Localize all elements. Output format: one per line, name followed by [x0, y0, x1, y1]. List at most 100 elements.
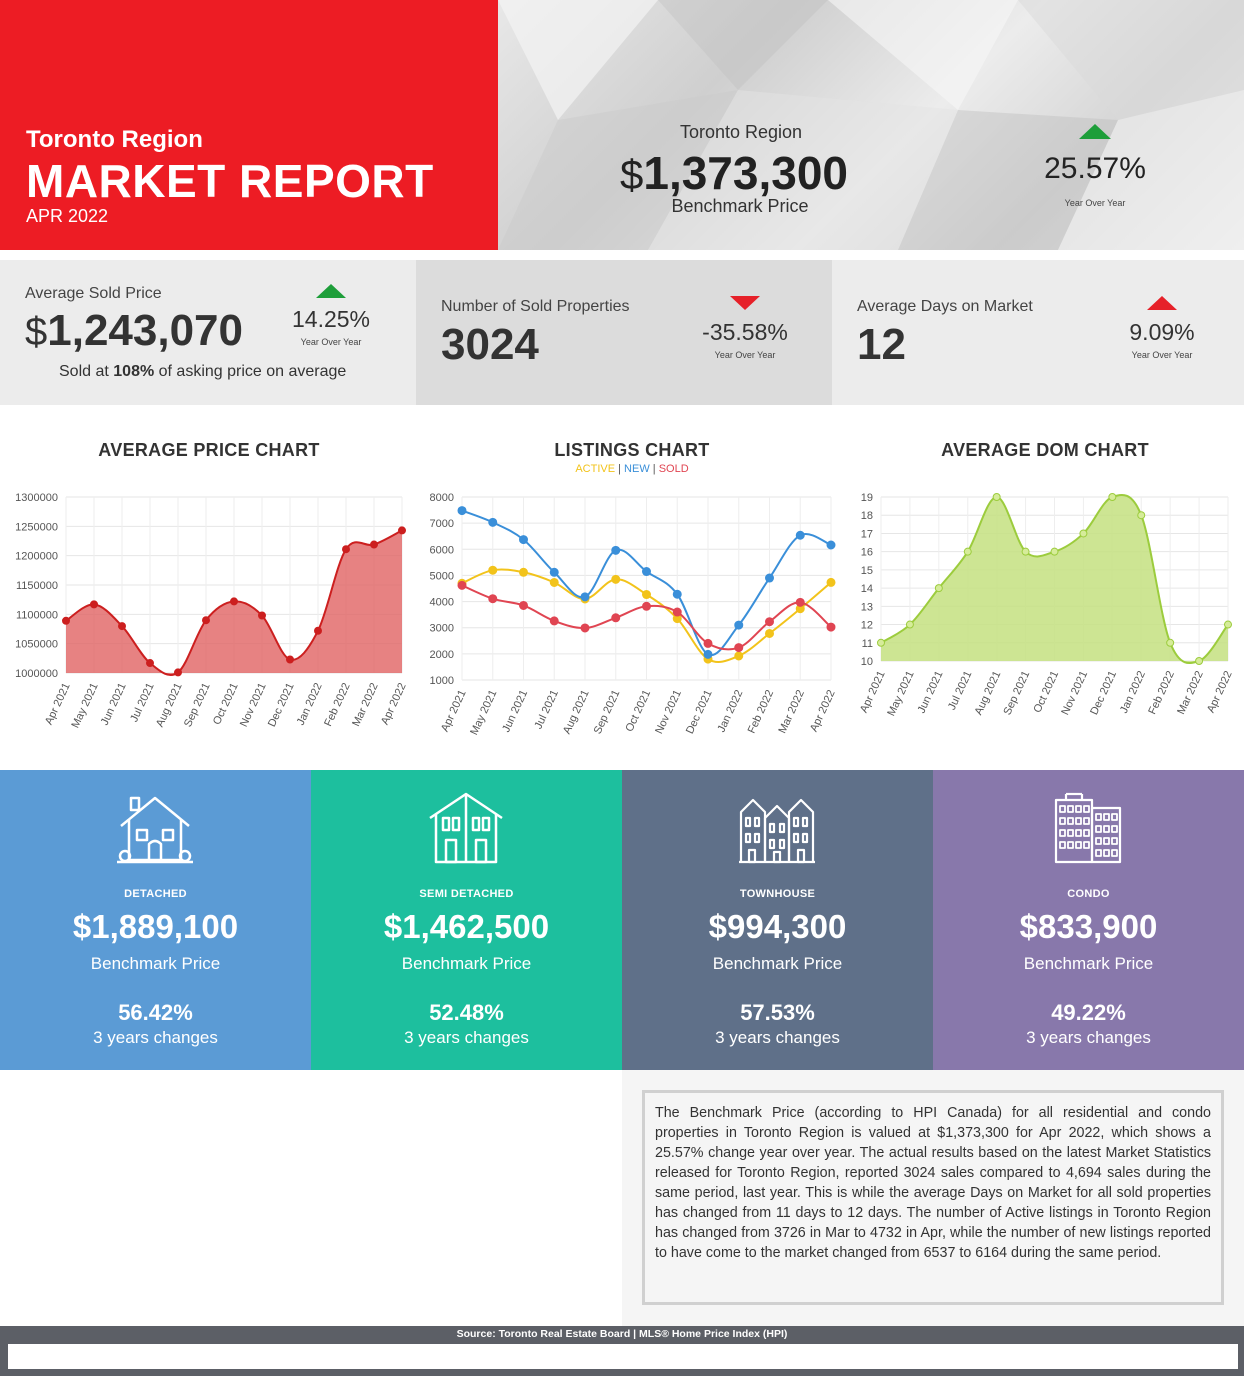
source-note: Source: Toronto Real Estate Board | MLS®…	[456, 1328, 788, 1340]
benchmark-price: $1,373,300	[620, 146, 848, 200]
arrow-up-icon	[1147, 296, 1177, 310]
data-point	[488, 565, 498, 575]
data-point	[734, 620, 744, 630]
stat-value: $1,243,070	[25, 306, 243, 356]
data-point	[672, 607, 682, 617]
legend-active: ACTIVE	[575, 463, 616, 475]
data-point	[457, 580, 467, 590]
footer-bar	[8, 1344, 1238, 1369]
semi-detached-icon	[429, 792, 503, 864]
y-tick-label: 18	[861, 510, 873, 522]
x-tick-label: Jul 2021	[128, 681, 156, 724]
x-tick-label: Jun 2021	[500, 688, 530, 734]
data-point	[734, 643, 744, 653]
stat-days-on-market: Average Days on Market 12 9.09% Year Ove…	[832, 260, 1244, 405]
benchmark-yoy: 25.57%	[1044, 152, 1146, 185]
property-type-tiles: DETACHED $1,889,100 Benchmark Price 56.4…	[0, 770, 1244, 1070]
note-suffix: of asking price on average	[154, 363, 347, 380]
x-tick-label: Aug 2021	[973, 669, 1004, 717]
data-point	[549, 567, 559, 577]
stat-yoy-label: Year Over Year	[1131, 350, 1193, 360]
tile-change-label: 3 years changes	[404, 1028, 529, 1047]
data-point	[549, 616, 559, 626]
x-tick-label: Oct 2021	[1031, 669, 1061, 715]
benchmark-label: Benchmark Price	[671, 196, 809, 216]
stat-pct: -35.58%	[702, 319, 788, 345]
report-date: APR 2022	[26, 206, 109, 226]
tile-change-label: 3 years changes	[1026, 1028, 1151, 1047]
data-point	[314, 626, 322, 635]
stat-pct: 9.09%	[1129, 319, 1195, 345]
data-point	[826, 540, 836, 550]
data-point	[934, 584, 943, 593]
y-tick-label: 1100000	[16, 609, 58, 621]
area-fill	[881, 494, 1228, 664]
stat-sold-properties: Number of Sold Properties 3024 -35.58% Y…	[416, 260, 832, 405]
tile-change: 57.53%	[740, 1000, 815, 1025]
note-percent: 108%	[113, 363, 155, 380]
x-tick-label: Feb 2022	[746, 688, 777, 735]
asking-price-note: Sold at 108% of asking price on average	[59, 363, 346, 381]
data-point	[146, 659, 154, 668]
listings-legend: ACTIVE | NEW | SOLD	[532, 463, 732, 475]
stat-label: Number of Sold Properties	[441, 298, 630, 315]
stat-value: 3024	[441, 320, 539, 369]
y-tick-label: 15	[861, 565, 873, 577]
y-tick-label: 14	[861, 583, 873, 595]
tile-change-label: 3 years changes	[93, 1028, 218, 1047]
data-point	[62, 616, 70, 625]
tile-change: 49.22%	[1051, 1000, 1126, 1025]
x-tick-label: Dec 2021	[1088, 669, 1119, 717]
x-tick-label: Feb 2022	[322, 681, 353, 728]
data-point	[230, 597, 238, 606]
stat-average-sold-price: Average Sold Price $1,243,070 14.25% Yea…	[0, 260, 416, 405]
tile-price-label: Benchmark Price	[90, 954, 221, 973]
tile-semi-detached: SEMI DETACHED $1,462,500 Benchmark Price…	[311, 770, 622, 1070]
stat-pct: 14.25%	[291, 306, 370, 332]
data-point	[519, 567, 528, 577]
tile-price-label: Benchmark Price	[712, 954, 843, 973]
benchmark-region: Toronto Region	[679, 122, 803, 142]
data-point	[795, 597, 805, 607]
y-tick-label: 4000	[430, 597, 454, 609]
arrow-up-icon	[1079, 124, 1111, 139]
data-point	[1195, 657, 1204, 665]
stat-yoy-label: Year Over Year	[300, 337, 362, 347]
x-tick-label: Apr 2022	[1205, 669, 1235, 715]
data-point	[703, 649, 713, 659]
stat-label: Average Days on Market	[857, 298, 1033, 315]
data-point	[703, 638, 713, 648]
average-price-chart-title: AVERAGE PRICE CHART	[98, 440, 320, 460]
data-point	[611, 574, 621, 584]
stat-label: Average Sold Price	[25, 285, 162, 302]
condo-building-icon	[1054, 792, 1122, 864]
tile-detached: DETACHED $1,889,100 Benchmark Price 56.4…	[0, 770, 311, 1070]
y-tick-label: 3000	[430, 623, 454, 635]
data-point	[642, 601, 651, 611]
x-tick-label: Jan 2022	[295, 681, 325, 727]
data-point	[963, 547, 972, 556]
x-tick-label: Aug 2021	[561, 688, 592, 736]
x-tick-label: Dec 2021	[266, 681, 297, 729]
tile-price-label: Benchmark Price	[1023, 954, 1154, 973]
data-point	[1166, 638, 1175, 647]
x-tick-label: Mar 2022	[1175, 669, 1206, 716]
tile-condo: CONDO $833,900 Benchmark Price 49.22% 3 …	[933, 770, 1244, 1070]
data-point	[765, 573, 774, 583]
data-point	[90, 600, 98, 609]
listings-chart-title: LISTINGS CHART	[554, 440, 710, 460]
currency-symbol: $	[620, 151, 644, 198]
house-icon	[117, 796, 193, 864]
tile-price: $994,300	[708, 908, 847, 945]
x-tick-label: Nov 2021	[238, 681, 269, 729]
data-point	[488, 594, 498, 604]
y-tick-label: 16	[861, 547, 873, 559]
x-tick-label: Apr 2021	[43, 681, 73, 727]
title-panel: Toronto Region MARKET REPORT APR 2022	[0, 0, 498, 250]
x-tick-label: Sep 2021	[592, 688, 623, 736]
townhouse-icon	[739, 798, 815, 864]
data-point	[1079, 529, 1088, 538]
data-point	[765, 628, 774, 638]
data-point	[1224, 620, 1232, 629]
